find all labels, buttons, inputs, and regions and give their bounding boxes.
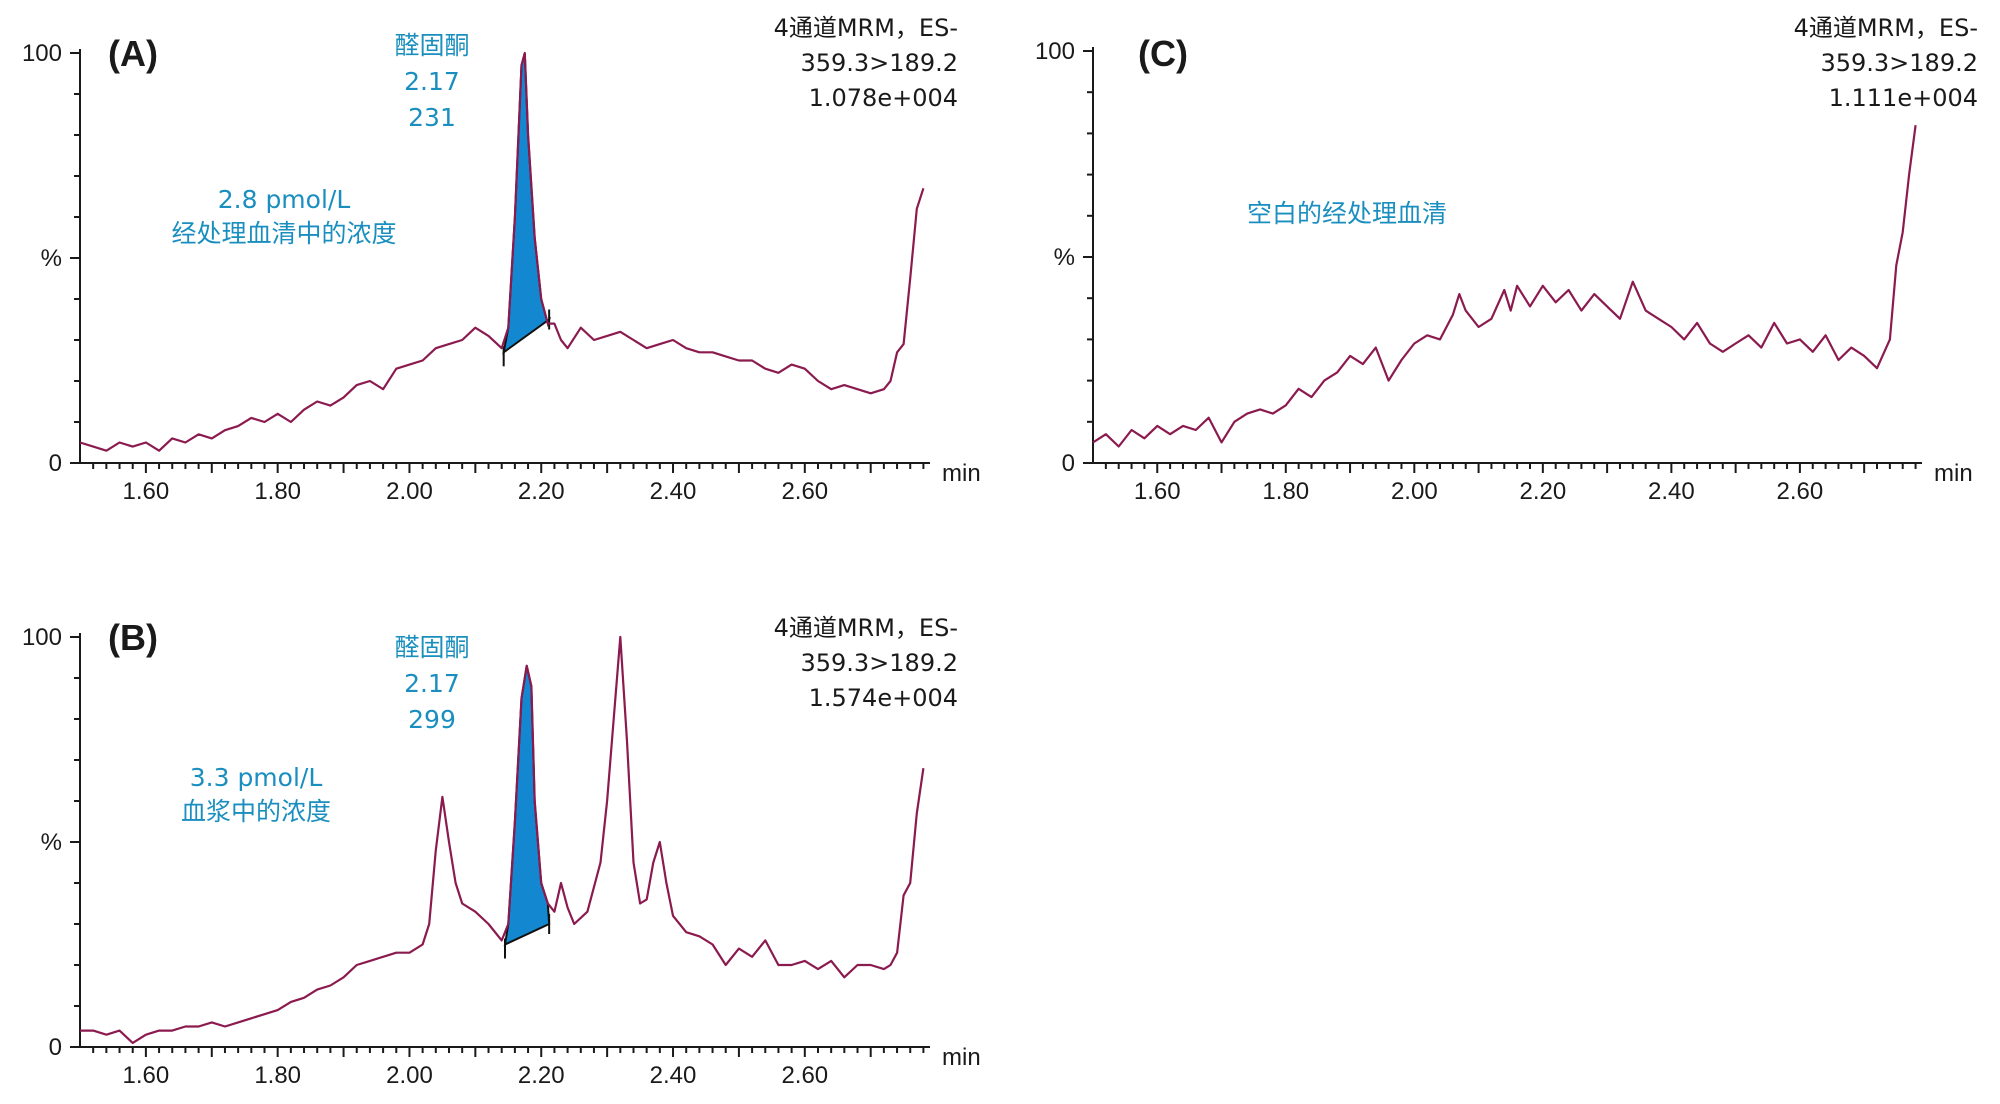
channel-label: 4通道MRM，ES- xyxy=(774,614,958,642)
concentration-annotation-c: 空白的经处理血清 xyxy=(1247,199,1447,228)
transition-label: 359.3>189.2 xyxy=(1820,49,1978,77)
intensity-label: 1.111e+004 xyxy=(1829,84,1978,112)
x-tick-label: 2.20 xyxy=(518,478,565,505)
channel-label: 4通道MRM，ES- xyxy=(1794,14,1978,42)
plot-area-b: 1.60 1.80 2.00 2.20 2.40 2.60 min 0% 100 xyxy=(22,624,981,1089)
x-tick-label: 2.60 xyxy=(781,478,828,505)
chromatogram-trace xyxy=(80,635,925,1044)
x-tick-label: 1.80 xyxy=(254,1062,301,1089)
plot-area-a: 1.60 1.80 2.00 2.20 2.40 2.60 min 0% 100 xyxy=(22,40,981,505)
y-tick-label: % xyxy=(1054,244,1075,271)
peak-area-label: 231 xyxy=(408,103,456,132)
intensity-label: 1.574e+004 xyxy=(809,684,958,712)
y-tick-label: 0 xyxy=(49,450,62,477)
chromatogram-trace xyxy=(79,51,925,452)
intensity-label: 1.078e+004 xyxy=(809,84,958,112)
chromatogram-trace xyxy=(1092,125,1917,448)
integrated-peak-area xyxy=(503,665,551,947)
x-axis-label: min xyxy=(942,460,981,487)
x-tick-label: 2.20 xyxy=(518,1062,565,1089)
x-tick-label: 1.60 xyxy=(1134,478,1181,505)
x-tick-label: 2.20 xyxy=(1519,478,1566,505)
y-tick-label: 100 xyxy=(1035,38,1075,65)
info-block-b: 4通道MRM，ES- 359.3>189.2 1.574e+004 xyxy=(774,614,958,712)
x-tick-label: 2.40 xyxy=(650,1062,697,1089)
panel-label-a: (A) xyxy=(108,33,158,74)
concentration-value-label: 3.3 pmol/L xyxy=(190,763,323,792)
y-tick-label: 100 xyxy=(22,40,62,67)
peak-name-label: 醛固酮 xyxy=(394,31,469,60)
info-block-a: 4通道MRM，ES- 359.3>189.2 1.078e+004 xyxy=(774,14,958,112)
panel-a: (A) 4通道MRM，ES- 359.3>189.2 1.078e+004 醛固… xyxy=(22,14,981,505)
panel-label-c: (C) xyxy=(1138,33,1188,74)
panel-c: (C) 4通道MRM，ES- 359.3>189.2 1.111e+004 空白… xyxy=(1035,14,1978,505)
peak-annotation-b: 醛固酮 2.17 299 xyxy=(394,633,469,734)
info-block-c: 4通道MRM，ES- 359.3>189.2 1.111e+004 xyxy=(1794,14,1978,112)
x-tick-label: 1.60 xyxy=(123,1062,170,1089)
y-tick-label: % xyxy=(41,829,62,856)
x-tick-label: 1.80 xyxy=(1262,478,1309,505)
concentration-annotation-b: 3.3 pmol/L 血浆中的浓度 xyxy=(181,763,331,826)
transition-label: 359.3>189.2 xyxy=(800,49,958,77)
x-tick-label: 2.00 xyxy=(386,478,433,505)
peak-rt-label: 2.17 xyxy=(404,67,460,96)
channel-label: 4通道MRM，ES- xyxy=(774,14,958,42)
x-axis-label: min xyxy=(942,1044,981,1071)
plot-area-c: 1.60 1.80 2.00 2.20 2.40 2.60 min 0% 100 xyxy=(1035,38,1973,505)
concentration-desc-label: 经处理血清中的浓度 xyxy=(171,219,396,248)
panel-b: (B) 4通道MRM，ES- 359.3>189.2 1.574e+004 醛固… xyxy=(22,614,981,1089)
peak-area-label: 299 xyxy=(408,705,456,734)
y-tick-label: % xyxy=(41,245,62,272)
x-tick-label: 2.40 xyxy=(1648,478,1695,505)
peak-name-label: 醛固酮 xyxy=(394,633,469,662)
y-tick-label: 0 xyxy=(49,1034,62,1061)
x-tick-label: 2.40 xyxy=(650,478,697,505)
x-tick-label: 2.00 xyxy=(386,1062,433,1089)
concentration-annotation-a: 2.8 pmol/L 经处理血清中的浓度 xyxy=(171,185,396,248)
blank-sample-label: 空白的经处理血清 xyxy=(1247,199,1447,228)
x-tick-label: 2.00 xyxy=(1391,478,1438,505)
x-tick-label: 2.60 xyxy=(781,1062,828,1089)
peak-rt-label: 2.17 xyxy=(404,669,460,698)
transition-label: 359.3>189.2 xyxy=(800,649,958,677)
concentration-value-label: 2.8 pmol/L xyxy=(218,185,351,214)
panel-label-b: (B) xyxy=(108,617,158,658)
y-tick-label: 100 xyxy=(22,624,62,651)
peak-annotation-a: 醛固酮 2.17 231 xyxy=(394,31,469,132)
x-axis-label: min xyxy=(1934,460,1973,487)
x-tick-label: 2.60 xyxy=(1777,478,1824,505)
x-tick-label: 1.80 xyxy=(254,478,301,505)
concentration-desc-label: 血浆中的浓度 xyxy=(181,797,331,826)
y-tick-label: 0 xyxy=(1062,450,1075,477)
x-tick-label: 1.60 xyxy=(123,478,170,505)
